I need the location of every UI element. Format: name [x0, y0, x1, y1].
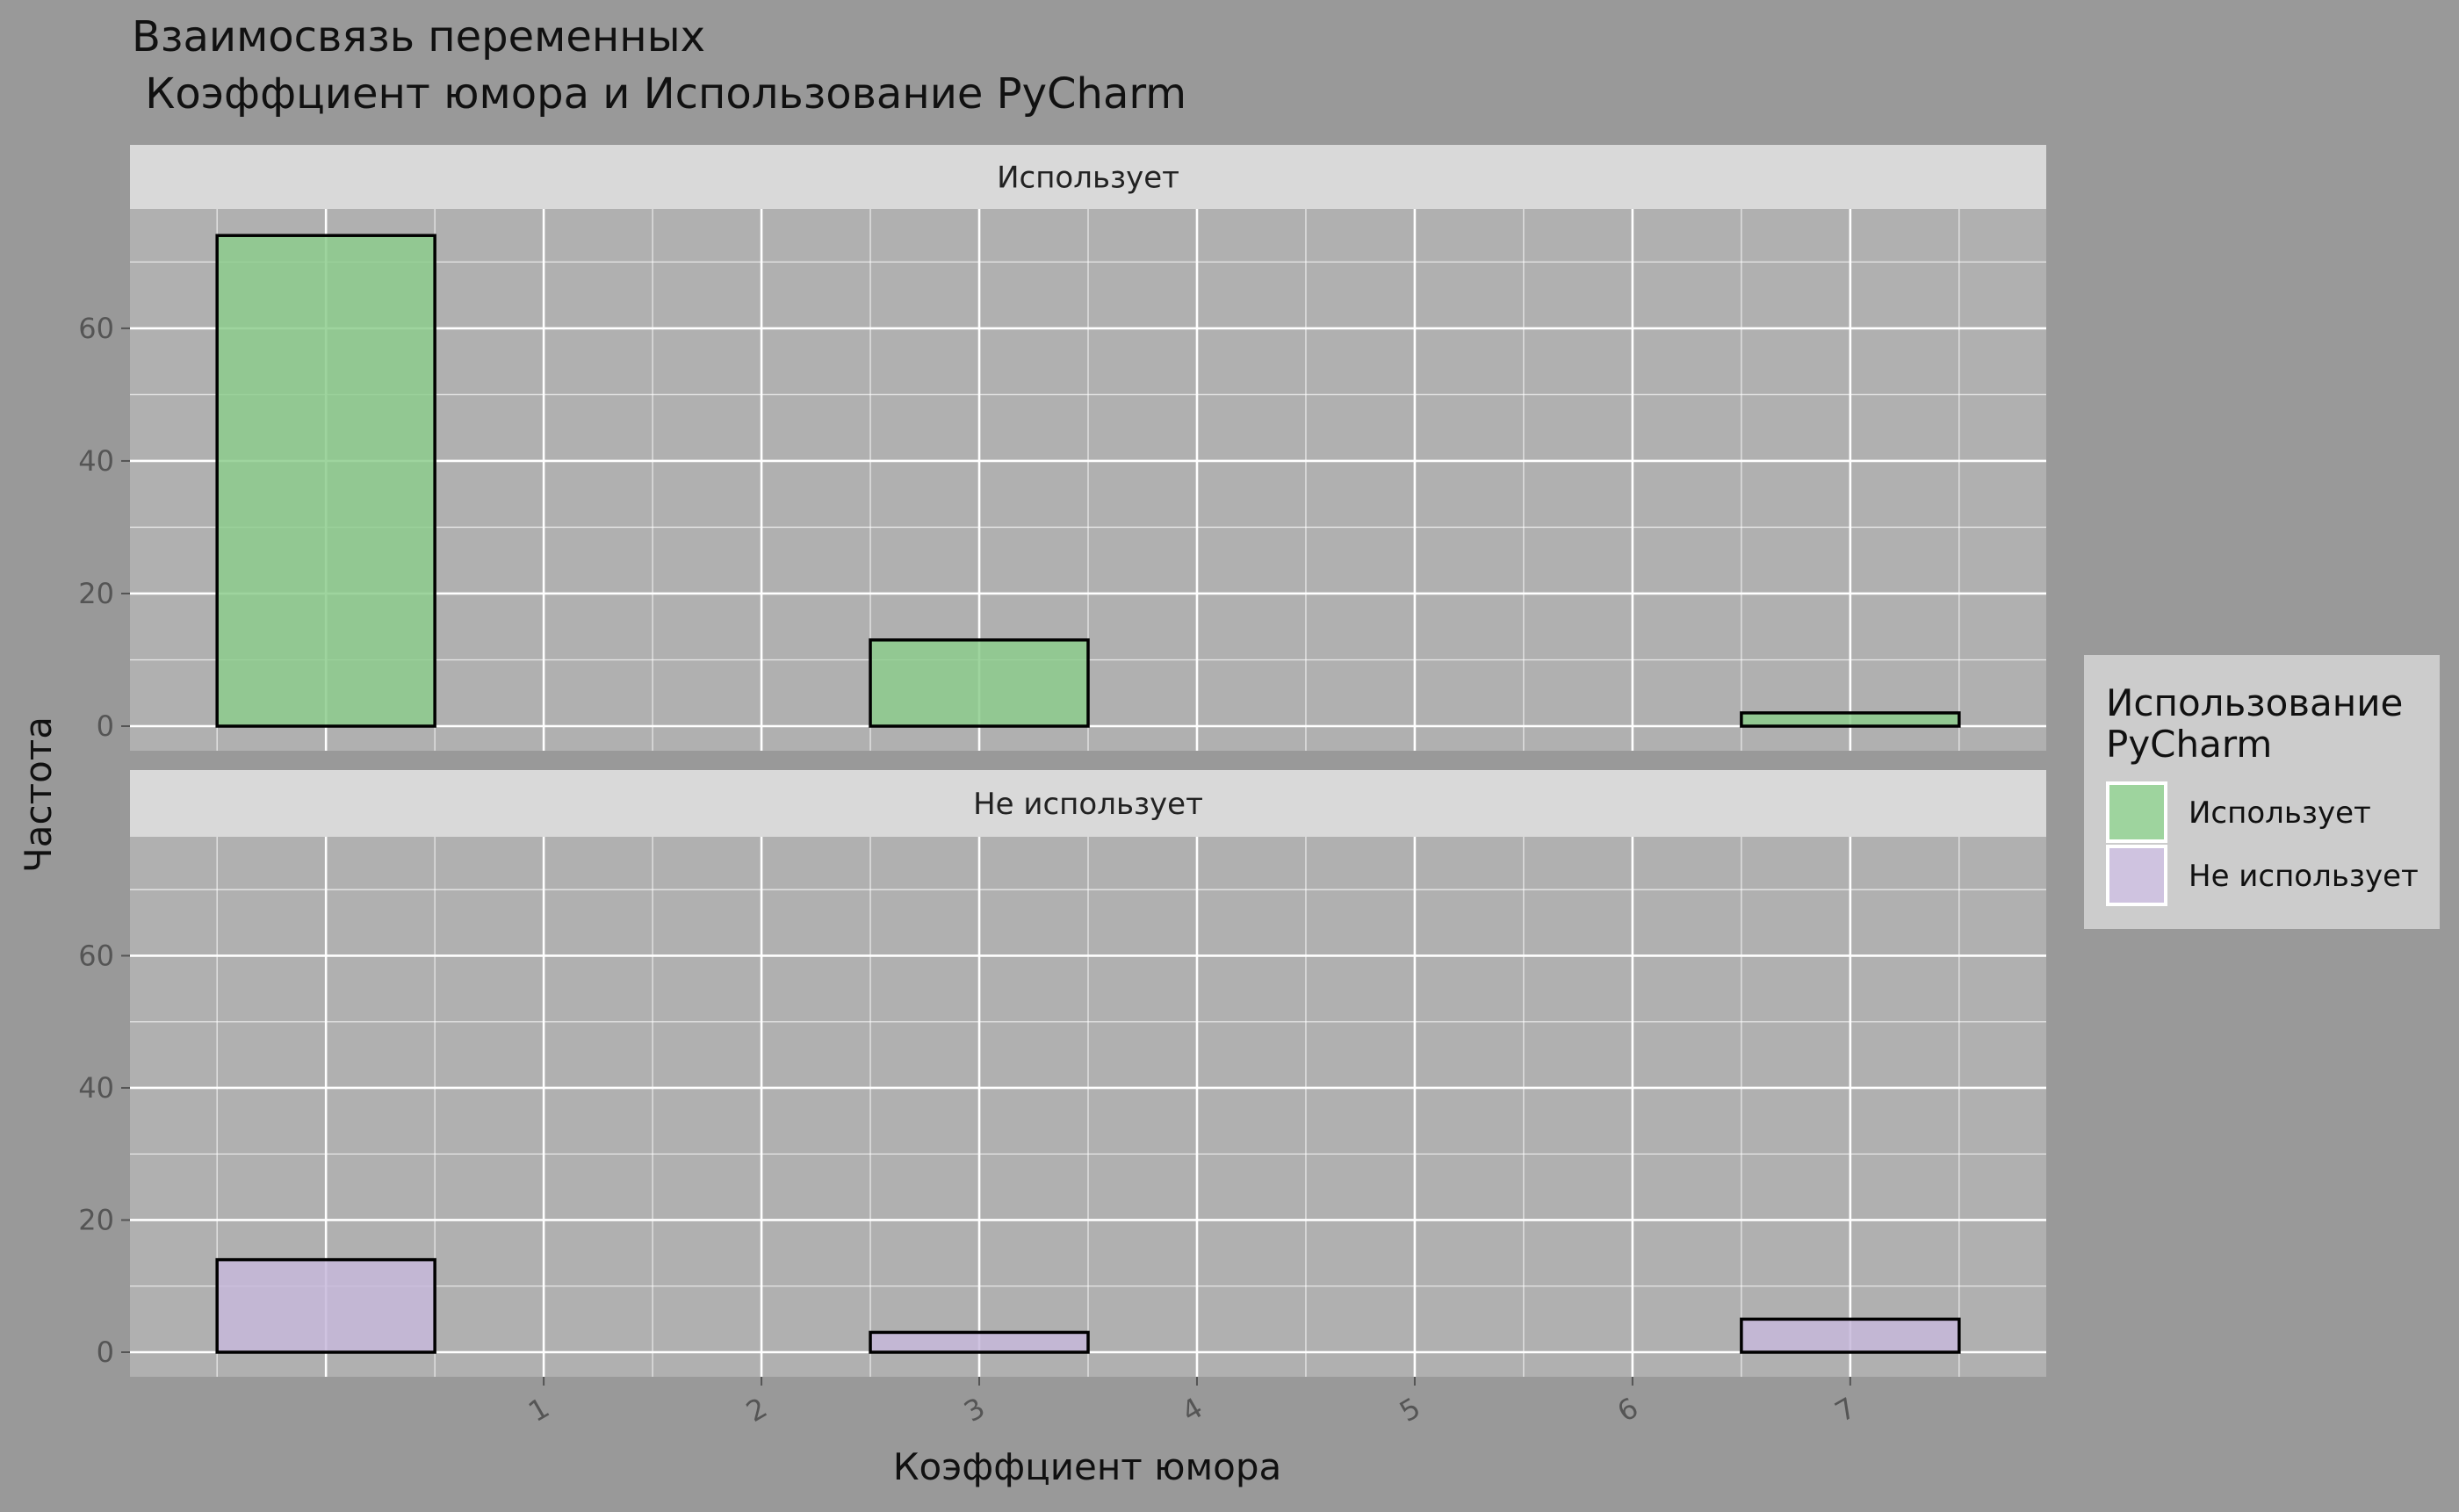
facet-strip-label-1: Использует — [997, 161, 1179, 196]
facet-panel-1: Использует 0 20 40 60 — [78, 145, 2046, 751]
facet-strip-2 — [130, 770, 2046, 837]
y-tick-label: 40 — [78, 444, 114, 478]
y-tick-label: 60 — [78, 939, 114, 972]
histogram-bar — [869, 1330, 1090, 1354]
y-tick-label: 60 — [78, 312, 114, 345]
legend-item-label: Не использует — [2189, 859, 2419, 894]
facet-panels: Использует 0 20 40 60 Не использует 0 20 40 60 — [78, 145, 2046, 1377]
y-tick-label: 0 — [97, 1336, 114, 1369]
facet-panel-2: Не использует 0 20 40 60 — [78, 770, 2046, 1377]
y-tick-label: 0 — [97, 709, 114, 743]
histogram-bar — [1740, 1317, 1961, 1354]
chart-title-line1: Взаимосвязь переменных — [132, 12, 705, 61]
legend-key-swatch — [2109, 848, 2164, 903]
legend-item-label: Использует — [2189, 796, 2371, 831]
legend-items: Использует Не использует — [2106, 781, 2419, 906]
histogram-bar — [1740, 711, 1961, 728]
histogram-bar — [215, 1257, 436, 1354]
legend-title-line2: PyCharm — [2106, 723, 2272, 766]
legend-key-swatch — [2109, 785, 2164, 839]
histogram-bar — [869, 638, 1090, 728]
facet-strip-label-2: Не использует — [973, 787, 1203, 822]
x-axis-label: Коэффциент юмора — [893, 1445, 1282, 1488]
y-axis-label: Частота — [17, 716, 60, 873]
y-tick-label: 40 — [78, 1071, 114, 1105]
histogram-bar — [215, 234, 436, 728]
facet-strip-1 — [130, 145, 2046, 209]
legend: Использование PyCharm Использует Не испол… — [2084, 655, 2440, 929]
y-tick-label: 20 — [78, 577, 114, 610]
chart-title-line2: Коэффциент юмора и Использование PyCharm — [132, 69, 1186, 119]
y-tick-label: 20 — [78, 1203, 114, 1236]
legend-title-line1: Использование — [2106, 681, 2403, 724]
